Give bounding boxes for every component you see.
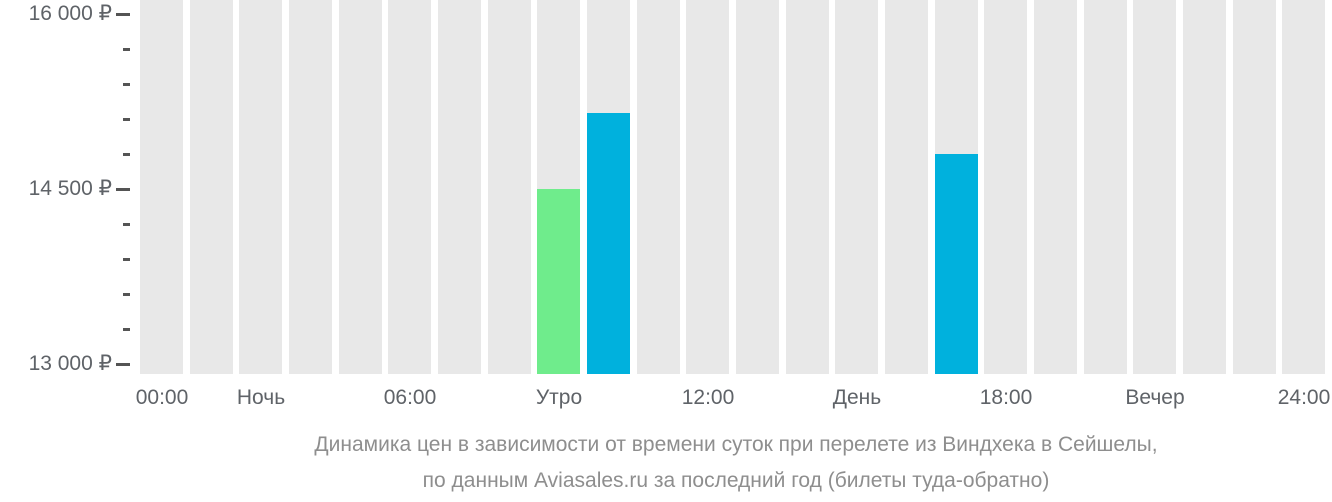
y-minor-tick-15400 bbox=[123, 83, 130, 86]
hour-slot-bar-05 bbox=[388, 0, 431, 374]
x-axis-label-Вечер: Вечер bbox=[1125, 386, 1185, 409]
hour-slot-bar-06 bbox=[438, 0, 481, 374]
y-axis-label-16000: 16 000 ₽ bbox=[28, 2, 112, 25]
y-minor-tick-15100 bbox=[123, 118, 130, 121]
hour-slot-bar-20 bbox=[1133, 0, 1176, 374]
hour-slot-bar-00 bbox=[140, 0, 183, 374]
y-minor-tick-14200 bbox=[123, 223, 130, 226]
y-minor-tick-13300 bbox=[123, 328, 130, 331]
hour-slot-bar-07 bbox=[488, 0, 531, 374]
x-axis-label-Утро: Утро bbox=[535, 386, 583, 409]
hour-slot-bar-03 bbox=[289, 0, 332, 374]
y-major-tick-16000 bbox=[116, 13, 130, 16]
y-major-tick-13000 bbox=[116, 363, 130, 366]
y-major-tick-14500 bbox=[116, 188, 130, 191]
hour-slot-bar-18 bbox=[1034, 0, 1077, 374]
y-minor-tick-14800 bbox=[123, 153, 130, 156]
price-bar-09:00[interactable] bbox=[587, 113, 630, 374]
y-minor-tick-13600 bbox=[123, 293, 130, 296]
chart-caption: Динамика цен в зависимости от времени су… bbox=[140, 431, 1332, 495]
x-axis-label-24:00: 24:00 bbox=[1277, 386, 1331, 409]
hour-slot-bar-21 bbox=[1183, 0, 1226, 374]
x-axis-label-Ночь: Ночь bbox=[236, 386, 286, 409]
y-minor-tick-15700 bbox=[123, 48, 130, 51]
caption-line-1: Динамика цен в зависимости от времени су… bbox=[314, 433, 1158, 456]
hour-slot-bar-23 bbox=[1282, 0, 1325, 374]
hour-slot-bar-19 bbox=[1084, 0, 1127, 374]
hour-slot-bar-13 bbox=[786, 0, 829, 374]
y-axis-label-13000: 13 000 ₽ bbox=[28, 352, 112, 375]
hour-slot-bar-04 bbox=[339, 0, 382, 374]
hour-slot-bar-01 bbox=[190, 0, 233, 374]
hour-slot-bar-17 bbox=[984, 0, 1027, 374]
y-minor-tick-13900 bbox=[123, 258, 130, 261]
price-bar-08:00[interactable] bbox=[537, 189, 580, 374]
price-bar-16:00[interactable] bbox=[935, 154, 978, 374]
caption-line-2: по данным Aviasales.ru за последний год … bbox=[422, 469, 1050, 492]
x-axis-label-12:00: 12:00 bbox=[681, 386, 735, 409]
hour-slot-bar-15 bbox=[885, 0, 928, 374]
hour-slot-bar-14 bbox=[835, 0, 878, 374]
hour-slot-bar-12 bbox=[736, 0, 779, 374]
y-axis-label-14500: 14 500 ₽ bbox=[28, 177, 112, 200]
hour-slot-bar-02 bbox=[239, 0, 282, 374]
x-axis-label-00:00: 00:00 bbox=[135, 386, 189, 409]
x-axis-label-06:00: 06:00 bbox=[383, 386, 437, 409]
hour-slot-bar-22 bbox=[1233, 0, 1276, 374]
x-axis-label-День: День bbox=[832, 386, 882, 409]
hour-slot-bar-11 bbox=[686, 0, 729, 374]
x-axis-label-18:00: 18:00 bbox=[979, 386, 1033, 409]
hour-slot-bar-10 bbox=[637, 0, 680, 374]
